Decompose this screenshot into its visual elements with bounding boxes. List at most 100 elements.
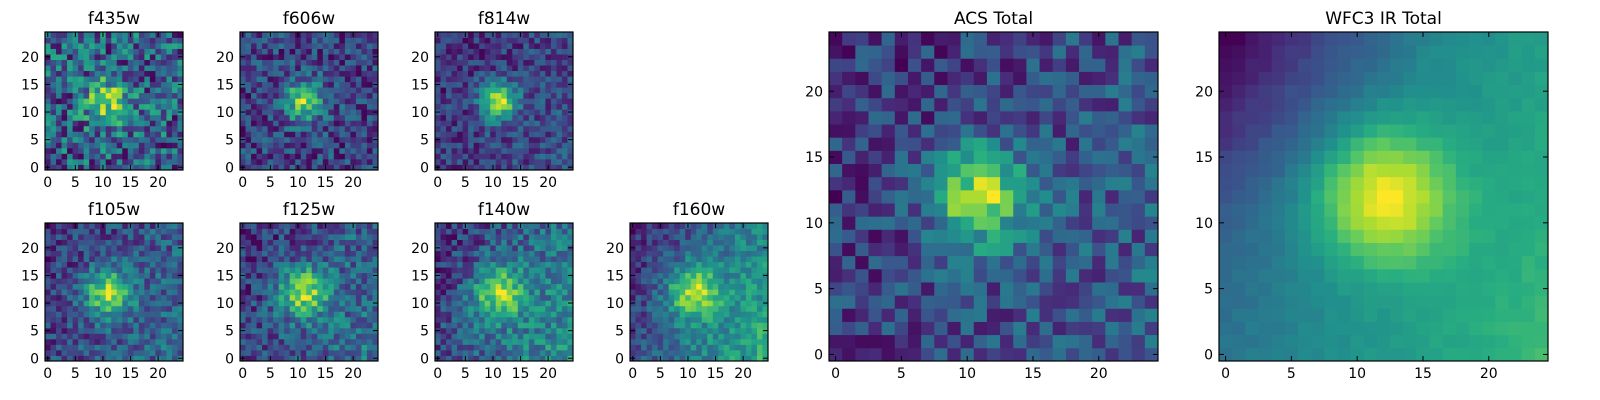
- heatmap-cell: [674, 223, 681, 229]
- heatmap-cell: [177, 256, 184, 263]
- heatmap-cell: [328, 327, 335, 334]
- heatmap-cell: [567, 76, 574, 83]
- heatmap-cell: [317, 239, 324, 246]
- heatmap-cell: [262, 131, 268, 138]
- heatmap-cell: [479, 76, 486, 83]
- heatmap-cell: [440, 37, 447, 44]
- heatmap-cell: [317, 261, 324, 268]
- heatmap-cell: [138, 289, 145, 296]
- heatmap-cell: [350, 333, 357, 340]
- heatmap-cell: [262, 147, 268, 154]
- heatmap-cell: [723, 349, 730, 356]
- heatmap-cell: [267, 245, 274, 251]
- heatmap-cell: [729, 300, 736, 307]
- heatmap-cell: [539, 59, 546, 66]
- heatmap-cell: [155, 228, 162, 235]
- heatmap-cell: [67, 278, 73, 285]
- heatmap-cell: [668, 349, 675, 356]
- heatmap-cell: [567, 250, 574, 257]
- heatmap-cell: [166, 114, 173, 121]
- heatmap-cell: [567, 256, 574, 263]
- heatmap-cell: [256, 316, 263, 323]
- heatmap-cell: [50, 76, 57, 83]
- heatmap-cell: [89, 76, 96, 83]
- heatmap-cell: [56, 327, 62, 334]
- heatmap-cell: [545, 289, 552, 296]
- heatmap-cell: [133, 87, 140, 94]
- heatmap-cell: [251, 305, 257, 312]
- heatmap-cell: [539, 316, 546, 323]
- heatmap-cell: [105, 228, 112, 235]
- heatmap-cell: [166, 272, 173, 279]
- heatmap-cell: [273, 261, 280, 268]
- heatmap-cell: [289, 65, 296, 72]
- heatmap-cell: [89, 349, 96, 356]
- heatmap-cell: [468, 228, 475, 235]
- heatmap-cell: [457, 32, 463, 38]
- heatmap-cell: [251, 98, 257, 105]
- heatmap-cell: [138, 109, 145, 116]
- heatmap-cell: [446, 322, 452, 329]
- heatmap-cell: [56, 311, 62, 318]
- heatmap-cell: [333, 54, 340, 60]
- heatmap-cell: [361, 355, 368, 362]
- heatmap-cell: [696, 333, 703, 340]
- heatmap-cell: [45, 103, 51, 110]
- heatmap-cell: [506, 92, 513, 99]
- heatmap-cell: [921, 334, 935, 349]
- heatmap-cell: [155, 120, 162, 127]
- heatmap-cell: [67, 114, 73, 121]
- heatmap-cell: [166, 228, 173, 235]
- heatmap-cell: [506, 311, 513, 318]
- heatmap-cell: [523, 300, 530, 307]
- heatmap-cell: [306, 355, 313, 362]
- heatmap-cell: [707, 272, 714, 279]
- heatmap-cell: [50, 48, 57, 55]
- heatmap-cell: [457, 59, 463, 66]
- heatmap-cell: [344, 87, 351, 94]
- heatmap-cell: [1105, 308, 1119, 322]
- heatmap-cell: [556, 256, 563, 263]
- heatmap-cell: [61, 147, 68, 154]
- heatmap-cell: [947, 255, 961, 270]
- heatmap-cell: [517, 125, 524, 132]
- heatmap-cell: [100, 131, 107, 138]
- heatmap-cell: [116, 333, 123, 340]
- heatmap-cell: [1118, 282, 1133, 296]
- heatmap-cell: [317, 136, 324, 143]
- heatmap-cell: [734, 327, 741, 334]
- heatmap-cell: [501, 76, 508, 83]
- heatmap-cell: [366, 76, 373, 83]
- heatmap-cell: [484, 223, 491, 229]
- heatmap-cell: [311, 289, 318, 296]
- heatmap-cell: [556, 87, 563, 94]
- heatmap-cell: [523, 43, 530, 49]
- heatmap-cell: [740, 267, 747, 274]
- heatmap-cell: [528, 239, 535, 246]
- heatmap-cell: [479, 289, 486, 296]
- heatmap-cell: [350, 65, 357, 72]
- heatmap-cell: [273, 300, 280, 307]
- heatmap-cell: [160, 153, 167, 160]
- heatmap-cell: [1144, 282, 1159, 296]
- heatmap-cell: [50, 109, 57, 116]
- heatmap-cell: [300, 239, 307, 246]
- heatmap-cell: [484, 228, 491, 235]
- heatmap-cell: [133, 300, 140, 307]
- heatmap-cell: [751, 239, 758, 246]
- heatmap-cell: [707, 223, 714, 229]
- heatmap-cell: [240, 147, 246, 154]
- heatmap-cell: [745, 234, 752, 240]
- heatmap-cell: [133, 316, 140, 323]
- heatmap-cell: [138, 92, 145, 99]
- heatmap-cell: [166, 76, 173, 83]
- heatmap-cell: [986, 150, 1001, 164]
- heatmap-cell: [240, 98, 246, 105]
- x-tick-label: 10: [679, 366, 697, 382]
- heatmap-cell: [907, 229, 922, 243]
- heatmap-cell: [67, 355, 73, 362]
- heatmap-cell: [1118, 268, 1133, 283]
- heatmap-cell: [440, 131, 447, 138]
- heatmap-cell: [479, 239, 486, 246]
- heatmap-cell: [328, 261, 335, 268]
